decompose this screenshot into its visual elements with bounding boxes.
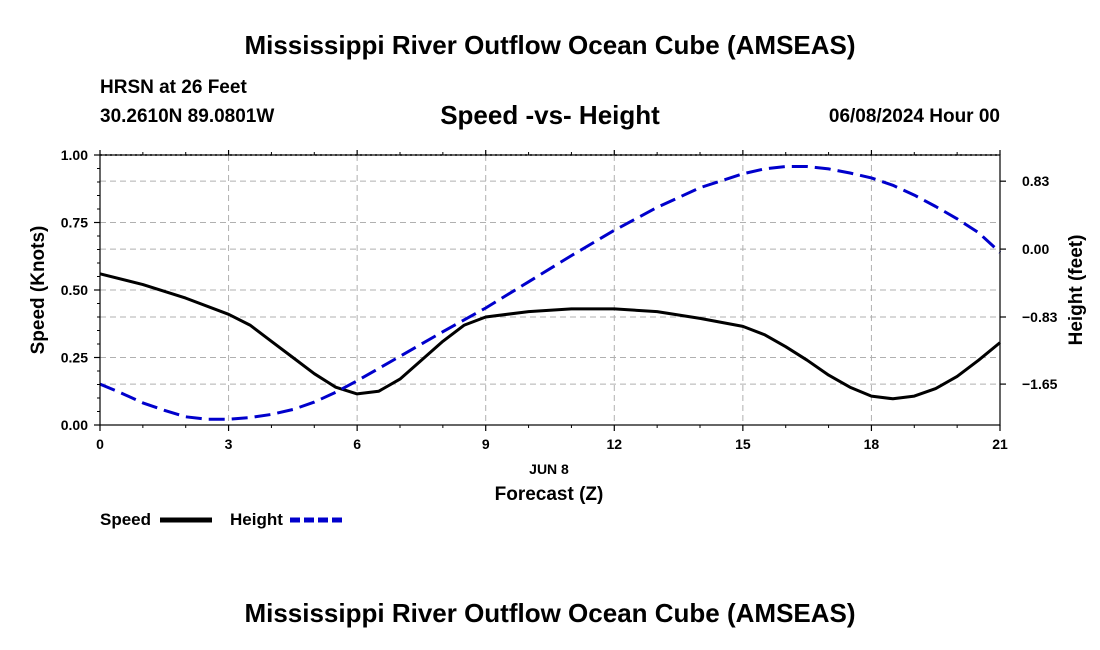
- y2-tick-label: −0.83: [1022, 309, 1058, 325]
- y2-tick-label: 0.83: [1022, 173, 1049, 189]
- y-axis-title: Speed (Knots): [28, 226, 49, 355]
- chart-main-title: Mississippi River Outflow Ocean Cube (AM…: [244, 30, 856, 60]
- y2-tick-label: 0.00: [1022, 241, 1049, 257]
- legend-speed-label: Speed: [100, 510, 151, 529]
- x-tick-label: 21: [992, 436, 1008, 452]
- x-tick-label: 18: [864, 436, 880, 452]
- x-tick-label: 12: [606, 436, 622, 452]
- axes: 0 3 6 9 12 15 18 21 0.00 0.25 0.50 0.75 1.00 0.83 0.00…: [61, 147, 1058, 452]
- location-label: 30.2610N 89.0801W: [100, 106, 275, 127]
- y2-axis-title: Height (feet): [1066, 235, 1087, 346]
- x-tick-label: 6: [353, 436, 361, 452]
- x-tick-label: 3: [225, 436, 233, 452]
- datetime-label: 06/08/2024 Hour 00: [828, 106, 1000, 127]
- y2-tick-label: −1.65: [1022, 376, 1058, 392]
- y-tick-label: 0.50: [61, 282, 88, 298]
- grid: [100, 154, 1000, 425]
- chart-main-title-bottom: Mississippi River Outflow Ocean Cube (AM…: [244, 598, 856, 628]
- x-tick-label: 9: [482, 436, 490, 452]
- y-tick-label: 0.00: [61, 417, 88, 433]
- y-tick-label: 1.00: [61, 147, 88, 163]
- y-tick-label: 0.25: [61, 350, 88, 366]
- legend: Speed Height: [100, 510, 342, 529]
- height-series-line: [99, 165, 1002, 421]
- series-lines: [99, 165, 1002, 421]
- x-axis-title: Forecast (Z): [495, 484, 604, 505]
- y-tick-label: 0.75: [61, 215, 88, 231]
- x-axis-date-label: JUN 8: [529, 461, 569, 477]
- x-tick-label: 0: [96, 436, 104, 452]
- chart-subtitle: Speed -vs- Height: [440, 100, 660, 130]
- station-label: HRSN at 26 Feet: [100, 77, 247, 98]
- x-tick-label: 15: [735, 436, 751, 452]
- legend-height-label: Height: [230, 510, 283, 529]
- speed-series-line: [99, 272, 1001, 401]
